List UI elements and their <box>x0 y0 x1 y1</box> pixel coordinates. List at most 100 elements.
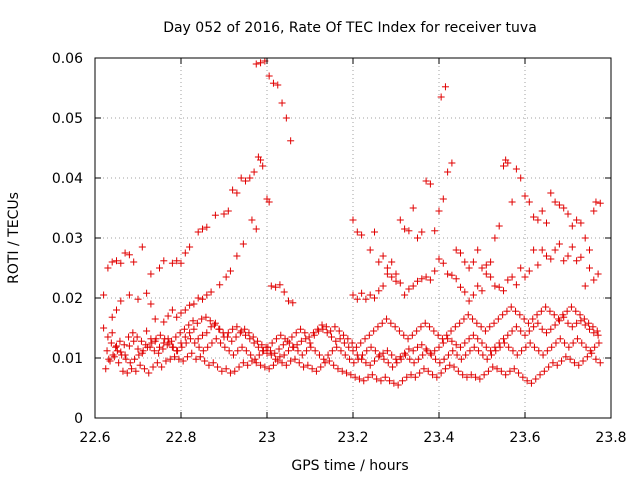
data-point <box>504 276 512 284</box>
data-point <box>181 249 189 257</box>
data-point <box>229 186 237 194</box>
data-point <box>250 168 258 176</box>
data-point <box>117 297 125 305</box>
data-point <box>202 313 210 321</box>
data-point <box>294 347 302 355</box>
y-tick-label: 0.05 <box>52 111 83 127</box>
data-point <box>478 264 486 272</box>
data-point <box>175 355 183 363</box>
data-point <box>386 377 394 385</box>
data-point <box>439 339 447 347</box>
data-point <box>120 341 128 349</box>
data-point <box>305 333 313 341</box>
data-point <box>133 333 141 341</box>
data-point <box>520 315 528 323</box>
data-point <box>186 335 194 343</box>
data-point <box>500 162 507 170</box>
data-point <box>563 307 571 315</box>
data-point <box>567 303 575 311</box>
data-point <box>491 282 499 290</box>
data-point <box>231 367 239 375</box>
data-point <box>375 258 383 266</box>
data-point <box>139 347 147 355</box>
data-point <box>392 277 400 285</box>
data-point <box>512 165 520 173</box>
data-point <box>431 267 439 275</box>
data-point <box>143 343 151 351</box>
data-point <box>375 353 383 361</box>
data-point <box>418 228 426 236</box>
data-point <box>435 343 443 351</box>
data-point <box>182 339 190 347</box>
data-point <box>147 300 155 308</box>
data-point <box>104 333 112 341</box>
data-point <box>439 195 447 203</box>
data-point <box>465 297 473 305</box>
data-point <box>525 198 533 206</box>
data-point <box>278 99 286 107</box>
data-point <box>542 303 550 311</box>
data-point <box>525 327 533 335</box>
data-point <box>406 355 414 363</box>
data-point <box>160 257 168 265</box>
data-points <box>100 57 604 389</box>
data-point <box>534 261 542 269</box>
data-point <box>247 351 255 359</box>
data-point <box>123 369 131 377</box>
data-point <box>315 327 323 335</box>
data-point <box>100 324 108 332</box>
data-point <box>504 159 512 167</box>
data-point <box>239 359 247 367</box>
data-point <box>437 93 445 101</box>
data-point <box>517 174 525 182</box>
data-point <box>203 329 211 337</box>
data-point <box>318 321 326 329</box>
data-point <box>239 240 247 248</box>
data-point <box>547 189 555 197</box>
data-point <box>463 373 471 381</box>
data-point <box>517 327 525 335</box>
data-point <box>419 351 427 359</box>
data-point <box>590 207 598 215</box>
data-point <box>461 339 469 347</box>
data-point <box>309 329 317 337</box>
data-point <box>353 228 361 236</box>
data-point <box>377 377 385 385</box>
data-point <box>190 300 198 308</box>
y-tick-label: 0.06 <box>52 51 83 67</box>
data-point <box>562 353 570 361</box>
data-point <box>128 365 136 373</box>
y-axis-label: ROTI / TECUs <box>6 192 22 284</box>
data-point <box>242 177 249 185</box>
data-point <box>121 249 129 257</box>
data-point <box>378 319 386 327</box>
data-point <box>424 367 432 375</box>
data-point <box>194 294 202 302</box>
data-point <box>389 363 397 371</box>
data-point <box>495 222 503 230</box>
data-point <box>355 375 363 383</box>
data-point <box>222 365 230 373</box>
data-point <box>409 204 417 212</box>
data-point <box>237 174 245 182</box>
data-point <box>418 341 426 349</box>
data-point <box>504 331 512 339</box>
data-point <box>314 325 322 333</box>
data-point <box>451 323 459 331</box>
data-point <box>233 323 241 331</box>
data-point <box>397 355 405 363</box>
data-point <box>322 323 330 331</box>
data-point <box>547 325 555 333</box>
data-point <box>347 371 355 379</box>
data-point <box>371 294 378 302</box>
data-point <box>277 331 285 339</box>
data-point <box>186 329 194 337</box>
data-point <box>379 349 387 357</box>
data-point <box>364 373 372 381</box>
data-point <box>396 216 404 224</box>
data-point <box>237 327 245 335</box>
data-point <box>407 371 415 379</box>
data-point <box>223 333 231 341</box>
data-point <box>388 258 396 266</box>
data-point <box>174 347 182 355</box>
